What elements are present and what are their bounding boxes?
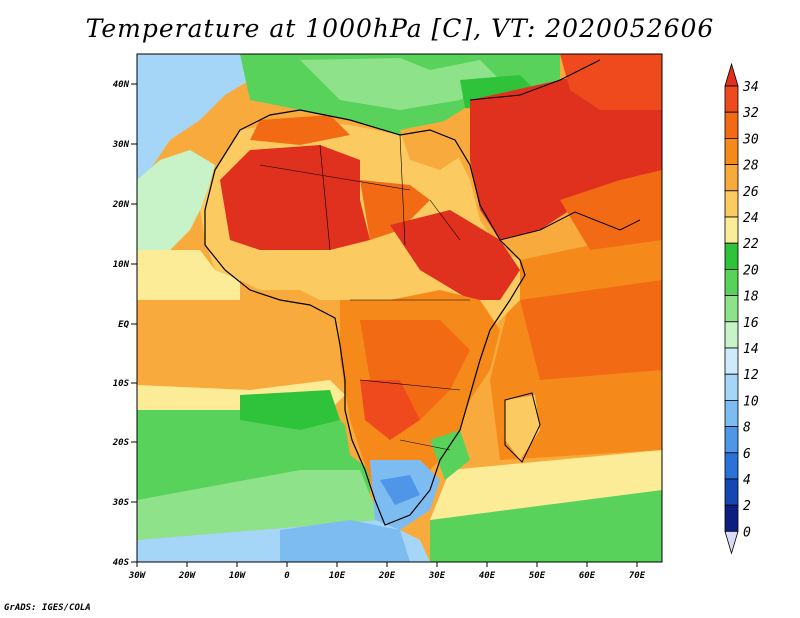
map-title: Temperature at 1000hPa [C], VT: 20200526… [85,14,715,43]
colorbar-label: 14 [743,342,759,357]
colorbar-label: 24 [743,211,759,226]
colorbar-bottom-arrow [724,531,739,555]
sudan-hot [390,210,520,300]
colorbar-label: 32 [742,106,759,121]
colorbar-label: 22 [743,237,759,252]
colorbar-bin [724,373,739,401]
colorbar-bin [724,295,739,323]
arabia-coastline [469,59,641,241]
colorbar-bin [724,504,739,532]
atlantic-green-band [137,150,215,250]
colorbar-label: 26 [743,185,759,200]
map-frame [136,53,663,563]
colorbar-label: 0 [743,525,751,540]
lat-label-20n: 20N [112,200,130,210]
madagascar-coastline [504,392,541,463]
lat-label-30s: 30S [112,498,130,508]
gulf-guinea-warm [137,300,345,390]
southern-ocean-darker [280,520,410,562]
colorbar-bin [724,399,739,427]
colorbar-bin [724,190,739,218]
colorbar-label: 2 [743,499,751,514]
south-africa-cold [380,475,420,505]
map-ticks [131,83,638,567]
colorbar-label: 30 [742,132,759,147]
lat-label-40n: 40N [113,80,130,90]
sahara-central-orange [360,180,430,240]
colorbar-label: 34 [742,80,759,95]
colorbar-bin [724,216,739,244]
lon-label-70e: 70E [629,571,646,581]
atlantic-pale [137,250,240,300]
mozambique-green [430,430,470,480]
lat-label-20s: 20S [112,438,130,448]
colorbar-bin [724,478,739,506]
colorbar-label: 12 [743,368,759,383]
lon-label-60e: 60E [579,571,596,581]
lat-label-10n: 10N [113,260,130,270]
country-borders [259,134,470,451]
lat-label-30n: 30N [112,140,130,150]
lon-label-50e: 50E [529,571,546,581]
colorbar-label: 28 [743,159,759,174]
maghreb-orange [250,115,350,145]
indian-pale [430,450,662,520]
colorbar-bin [724,426,739,454]
map-fill-layer [137,54,662,562]
colorbar-bin [724,85,739,113]
colorbar-bin [724,111,739,139]
europe-light-green [300,58,500,110]
colorbar-bin [724,321,739,349]
colorbar-label: 4 [743,473,751,488]
madagascar [505,395,540,460]
colorbar-label: 6 [743,447,751,462]
north-atlantic-cool [137,54,250,180]
colorbar-label: 20 [743,263,759,278]
iran-hot [560,54,662,110]
lon-label-0: 0 [284,571,290,581]
colorbar-top-arrow [724,62,739,87]
colorbar-label: 8 [743,421,751,436]
lon-label-30w: 30W [128,571,147,581]
sahara-west-hot [220,145,370,250]
colorbar-bin [724,137,739,165]
grads-credit: GrADS: IGES/COLA [4,603,91,613]
indian-warmer [520,280,662,380]
colorbar-label: 18 [743,290,759,305]
africa-coastline [204,109,526,526]
lon-label-20e: 20E [378,571,396,581]
colorbar-bin [724,268,739,296]
colorbar-bin [724,164,739,192]
lon-label-10w: 10W [229,571,247,581]
colorbar-bin [724,242,739,270]
lat-label-10s: 10S [113,379,130,389]
lon-label-40e: 40E [479,571,496,581]
south-atlantic-light-green [137,470,380,540]
south-atlantic-deep-green [240,390,340,430]
lon-label-30e: 30E [428,571,446,581]
arabian-sea-warm [560,170,662,250]
colorbar-bin [724,347,739,375]
lat-label-40s: 40S [113,558,130,568]
indian-south-green [430,480,662,562]
angola-hot [360,380,420,440]
colorbar-label: 16 [743,316,759,331]
lon-label-10e: 10E [329,571,346,581]
lat-label-eq: EQ [118,320,129,330]
colorbar-bin [724,452,739,480]
lon-label-20w: 20W [178,571,197,581]
colorbar-label: 10 [743,394,759,409]
